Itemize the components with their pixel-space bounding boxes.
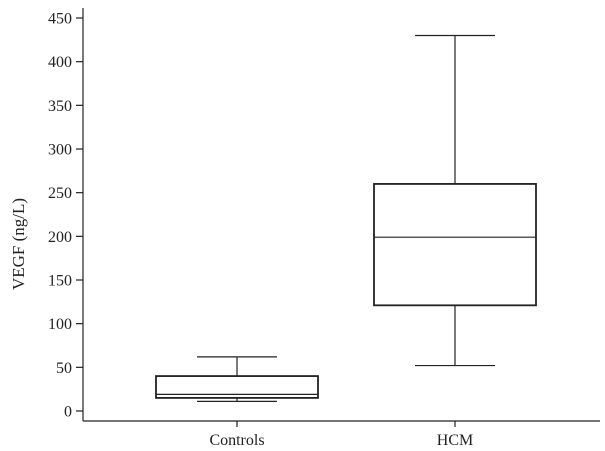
- box-controls: [155, 356, 319, 402]
- y-tick-label: 350: [48, 98, 72, 115]
- y-tick-label: 250: [48, 185, 72, 202]
- iqr-box: [155, 375, 319, 399]
- y-tick-label: 0: [64, 404, 72, 421]
- x-category-label-hcm: HCM: [437, 432, 473, 449]
- y-axis-ticks: 0 50 100 150 200 250 300 350 400 450: [48, 11, 83, 421]
- y-tick-label: 100: [48, 316, 72, 333]
- y-tick-label: 300: [48, 142, 72, 159]
- box-hcm: [373, 34, 537, 367]
- y-tick-label: 200: [48, 229, 72, 246]
- y-tick-label: 150: [48, 273, 72, 290]
- y-tick-label: 50: [56, 360, 72, 377]
- box-series: [155, 34, 537, 402]
- y-tick-label: 450: [48, 11, 72, 28]
- x-axis-ticks: Controls HCM: [209, 421, 473, 449]
- x-category-label-controls: Controls: [209, 432, 264, 449]
- iqr-box: [373, 183, 537, 307]
- y-axis-label: VEGF (ng/L): [9, 198, 28, 290]
- y-tick-label: 400: [48, 54, 72, 71]
